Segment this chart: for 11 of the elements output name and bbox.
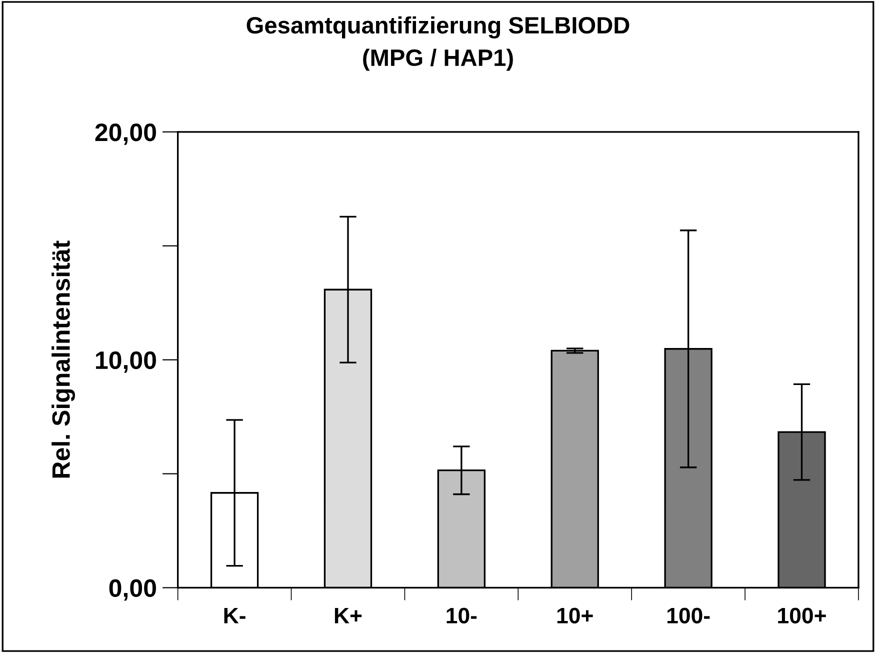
x-tick-label: 100-	[667, 608, 710, 624]
x-tick-label: 100+	[778, 608, 826, 624]
y-tick-label: 10,00	[96, 351, 156, 373]
y-tick-label: 0,00	[109, 579, 156, 601]
x-tick-label: K-	[224, 608, 246, 624]
chart-title: Gesamtquantifizierung SELBIODD (MPG / HAP1)	[246, 16, 630, 71]
y-tick-label: 20,00	[95, 124, 156, 145]
x-tick-label: 10-	[446, 608, 477, 624]
x-tick-label: 10+	[557, 608, 593, 624]
y-axis-title: Rel. Signalintensität	[52, 240, 75, 478]
x-tick-label: K+	[334, 608, 362, 624]
